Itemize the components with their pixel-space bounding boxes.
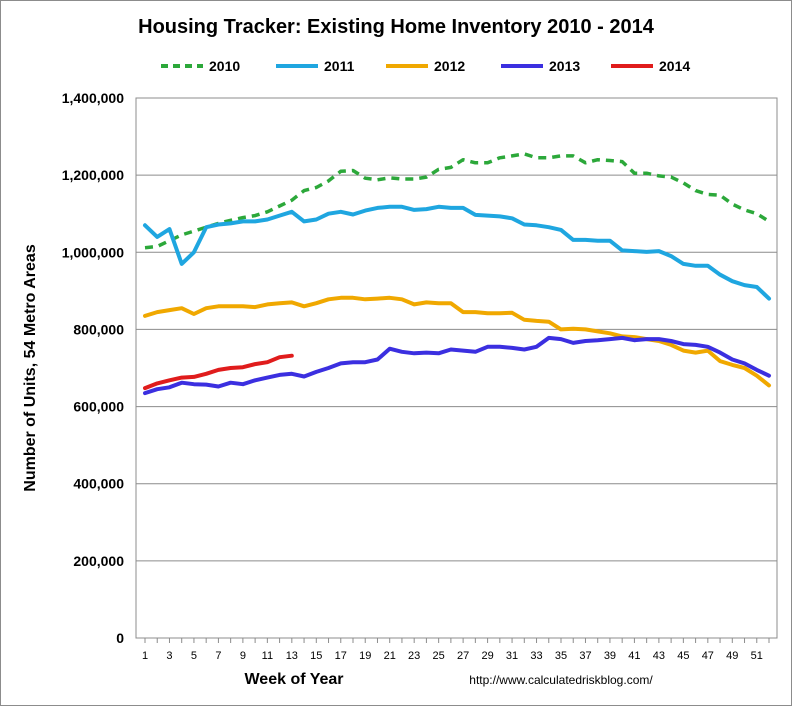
legend-label-2011: 2011	[324, 58, 355, 74]
legend: 2010 2011 2012 2013 2014	[161, 58, 690, 74]
x-tick-label: 41	[628, 650, 640, 662]
y-axis-label: Number of Units, 54 Metro Areas	[22, 244, 39, 492]
x-tick-label: 17	[335, 650, 347, 662]
x-tick-label: 43	[653, 650, 665, 662]
x-tick-label: 49	[726, 650, 738, 662]
series-line-2014	[143, 353, 294, 391]
x-tick-label: 31	[506, 650, 518, 662]
x-tick-label: 35	[555, 650, 567, 662]
x-tick-label: 13	[286, 650, 298, 662]
source-url: http://www.calculatedriskblog.com/	[469, 673, 653, 687]
x-axis-ticks: 1 3 5 7 9 11 13 15 17 19 21 23 25 27 29 31 33 35 37 39 41 43 4…	[142, 638, 770, 662]
y-tick-label: 1,200,000	[62, 167, 124, 183]
y-axis-ticks: 0 200,000 400,000 600,000 800,000 1,000,000 1,…	[62, 90, 125, 646]
x-tick-label: 29	[481, 650, 493, 662]
x-tick-label: 1	[142, 650, 148, 662]
x-tick-label: 33	[530, 650, 542, 662]
x-tick-label: 25	[433, 650, 445, 662]
legend-label-2012: 2012	[434, 58, 465, 74]
x-tick-label: 45	[677, 650, 689, 662]
y-tick-label: 800,000	[73, 321, 124, 337]
x-tick-label: 27	[457, 650, 469, 662]
gridlines	[136, 174, 777, 562]
legend-label-2010: 2010	[209, 58, 240, 74]
x-tick-label: 15	[310, 650, 322, 662]
series-line-2013	[143, 335, 771, 396]
y-tick-label: 0	[116, 630, 124, 646]
x-tick-label: 19	[359, 650, 371, 662]
x-tick-label: 37	[579, 650, 591, 662]
series-line-2012	[143, 295, 771, 388]
x-tick-label: 7	[215, 650, 221, 662]
x-tick-label: 9	[240, 650, 246, 662]
y-tick-label: 200,000	[73, 553, 124, 569]
x-tick-label: 47	[702, 650, 714, 662]
legend-label-2014: 2014	[659, 58, 690, 74]
y-tick-label: 1,000,000	[62, 244, 124, 260]
x-axis-label: Week of Year	[244, 671, 343, 688]
legend-label-2013: 2013	[549, 58, 580, 74]
x-tick-label: 3	[166, 650, 172, 662]
y-tick-label: 400,000	[73, 476, 124, 492]
y-tick-label: 1,400,000	[62, 90, 124, 106]
chart-title: Housing Tracker: Existing Home Inventory…	[138, 16, 655, 38]
y-tick-label: 600,000	[73, 399, 124, 415]
series-line-2011	[143, 204, 771, 301]
x-tick-label: 21	[384, 650, 396, 662]
x-tick-label: 39	[604, 650, 616, 662]
x-tick-label: 11	[262, 650, 273, 662]
series-lines	[143, 152, 771, 396]
x-tick-label: 51	[751, 650, 763, 662]
x-tick-label: 5	[191, 650, 197, 662]
x-tick-label: 23	[408, 650, 420, 662]
